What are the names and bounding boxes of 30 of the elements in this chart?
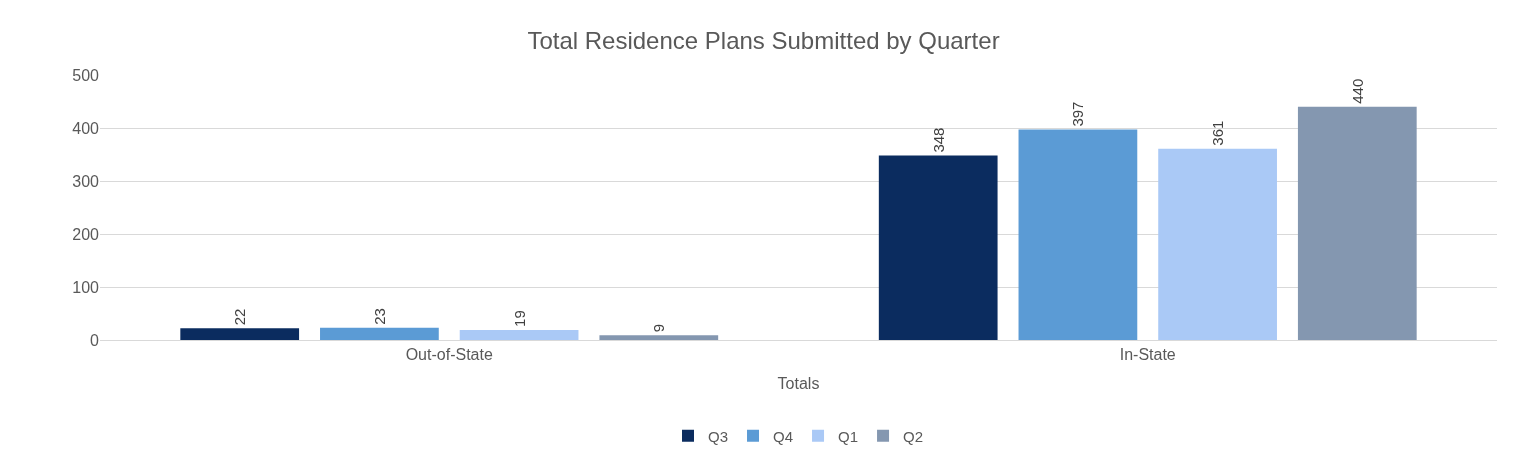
legend-label: Q4: [773, 427, 794, 445]
bar: [459, 329, 579, 340]
data-label: 440: [1348, 78, 1366, 104]
chart-title: Total Residence Plans Submitted by Quarter: [527, 27, 1000, 55]
bar: [180, 328, 300, 340]
bar: [1158, 148, 1277, 340]
legend-label: Q2: [903, 427, 924, 445]
y-tick-label: 500: [72, 66, 100, 84]
data-label: 9: [650, 323, 668, 333]
bar: [1297, 106, 1417, 340]
y-tick-label: 100: [72, 278, 100, 296]
y-tick-label: 200: [72, 225, 100, 243]
data-label: 22: [231, 308, 249, 326]
data-label: 397: [1069, 101, 1087, 127]
data-label: 361: [1209, 120, 1227, 146]
bar: [320, 327, 439, 340]
bar: [1018, 129, 1138, 340]
legend-label: Q1: [838, 427, 859, 445]
y-tick-label: 0: [90, 331, 100, 349]
data-label: 19: [510, 310, 528, 327]
bar: [599, 335, 719, 340]
y-tick-label: 400: [72, 119, 100, 137]
data-label: 348: [929, 127, 947, 153]
y-tick-label: 300: [72, 172, 100, 190]
legend-label: Q3: [708, 427, 729, 445]
x-tick-label: In-State: [1119, 346, 1176, 364]
x-tick-label: Out-of-State: [405, 346, 493, 364]
data-label: 23: [370, 308, 388, 325]
bar: [878, 155, 998, 340]
x-axis-title: Totals: [777, 374, 820, 392]
